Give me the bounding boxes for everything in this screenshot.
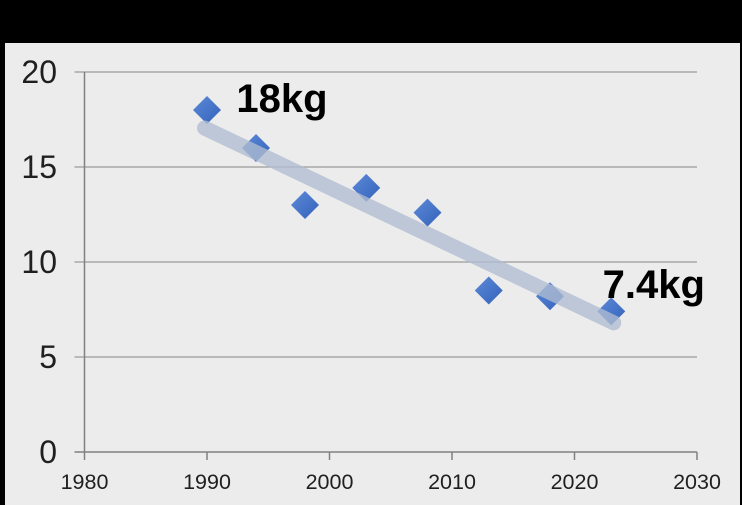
data-point-marker xyxy=(474,276,503,305)
y-tick-label: 5 xyxy=(39,339,57,375)
y-tick-label: 15 xyxy=(21,149,57,185)
x-tick-label: 1980 xyxy=(61,470,109,494)
trendline xyxy=(197,120,622,331)
axes xyxy=(74,72,697,453)
gridlines xyxy=(74,71,697,358)
x-tick-label: 2020 xyxy=(551,470,599,494)
x-tick-label: 2010 xyxy=(428,470,476,494)
data-point-marker xyxy=(413,198,442,227)
plot-area-background xyxy=(5,43,740,505)
data-point-marker xyxy=(193,96,221,124)
x-tick-label: 2000 xyxy=(306,470,354,494)
data-point-marker xyxy=(291,191,319,219)
x-tick-label: 1990 xyxy=(183,470,231,494)
y-tick-label: 20 xyxy=(21,54,57,90)
x-tick-label: 2030 xyxy=(673,470,721,494)
y-axis-tick-labels: 0 5 10 15 20 xyxy=(21,54,57,470)
y-tick-label: 10 xyxy=(21,244,57,280)
trendline-layer xyxy=(197,120,622,331)
value-annotation: 18kg xyxy=(236,77,327,121)
y-tick-label: 0 xyxy=(39,434,57,470)
annotation-labels: 18kg 7.4kg xyxy=(236,77,705,307)
x-axis-tick-labels: 1980 1990 2000 2010 2020 2030 xyxy=(61,470,721,494)
x-axis-tick-marks xyxy=(83,452,698,460)
value-annotation: 7.4kg xyxy=(603,263,705,307)
